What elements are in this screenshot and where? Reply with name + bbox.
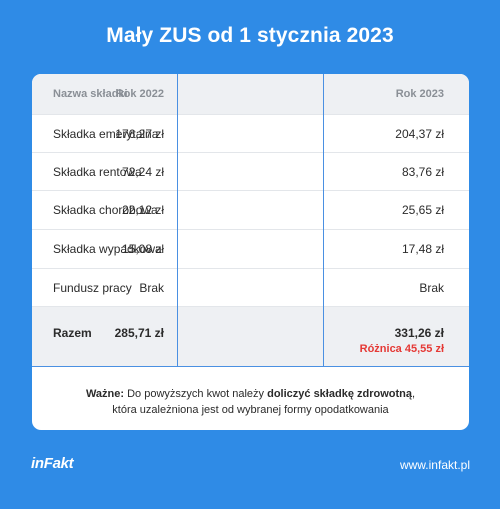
note-lead: Ważne: <box>85 388 125 400</box>
row-name: Składka emerytalna <box>53 127 159 141</box>
contribution-table-card: Nazwa składki Rok 2022 Rok 2023 Składka … <box>32 74 469 430</box>
table-row: Fundusz pracy Brak Brak <box>32 268 469 306</box>
table-header: Nazwa składki Rok 2022 Rok 2023 <box>32 74 469 114</box>
row-2022: Brak <box>139 281 164 295</box>
row-2023: 83,76 zł <box>401 165 444 179</box>
table-row: Składka wypadkowa 15,08 zł 17,48 zł <box>32 229 469 267</box>
row-2022: 72,24 zł <box>121 165 164 179</box>
total-row: Razem 285,71 zł 331,26 zł Różnica 45,55 … <box>32 306 469 366</box>
infakt-logo: inFakt <box>31 455 74 472</box>
row-name: Składka rentowa <box>53 165 142 179</box>
total-label: Razem <box>53 326 92 340</box>
row-2023: 204,37 zł <box>395 127 444 141</box>
row-2023: 17,48 zł <box>401 242 444 256</box>
note-line-2: która uzależniona jest od wybranej formy… <box>112 404 389 416</box>
row-2022: 22,12 zł <box>121 203 164 217</box>
column-divider <box>177 74 178 366</box>
header-2023: Rok 2023 <box>395 88 444 100</box>
row-name: Fundusz pracy <box>53 281 132 295</box>
total-2022: 285,71 zł <box>114 326 164 340</box>
page-title: Mały ZUS od 1 stycznia 2023 <box>106 24 394 47</box>
total-2023: 331,26 zł <box>394 326 444 340</box>
note-text-1: Do powyższych kwot należy <box>124 388 268 400</box>
row-name: Składka chorobowa <box>53 203 158 217</box>
table-row: Składka chorobowa 22,12 zł 25,65 zł <box>32 190 469 228</box>
column-divider <box>323 74 324 366</box>
row-name: Składka wypadkowa <box>53 242 162 256</box>
note-emphasis: doliczyć składkę zdrowotną <box>267 388 412 400</box>
header-name: Nazwa składki <box>53 88 128 100</box>
table-row: Składka rentowa 72,24 zł 83,76 zł <box>32 152 469 190</box>
table-row: Składka emerytalna 176,27 zł 204,37 zł <box>32 114 469 152</box>
note-text-2: , <box>411 388 416 400</box>
note-divider <box>32 366 469 367</box>
row-2023: 25,65 zł <box>401 203 444 217</box>
row-2023: Brak <box>419 281 444 295</box>
website-url: www.infakt.pl <box>399 458 470 472</box>
difference-label: Różnica 45,55 zł <box>359 343 444 355</box>
header-2022: Rok 2022 <box>115 88 164 100</box>
important-note: Ważne: Do powyższych kwot należy doliczy… <box>32 386 469 418</box>
row-2022: 15,08 zł <box>121 242 164 256</box>
row-2022: 176,27 zł <box>115 127 164 141</box>
